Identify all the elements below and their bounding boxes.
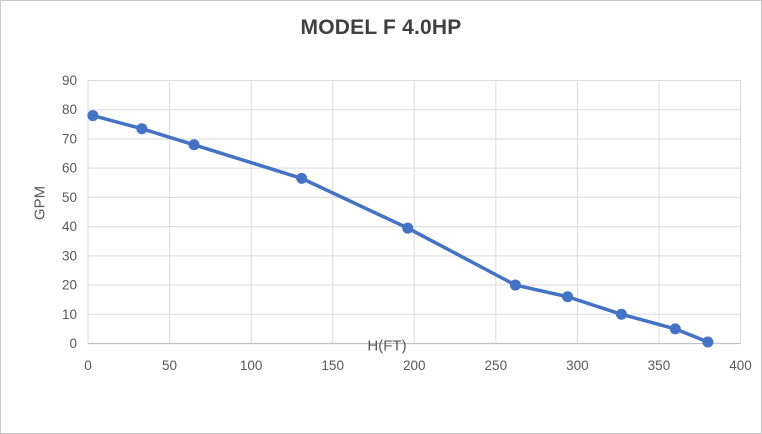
chart-title: MODEL F 4.0HP	[300, 16, 462, 39]
data-point-marker	[615, 308, 627, 320]
y-tick-label: 80	[62, 102, 77, 117]
x-tick-label: 200	[403, 358, 426, 373]
data-point-marker	[702, 336, 714, 348]
y-tick-label: 70	[62, 131, 77, 146]
y-axis-title: GPM	[31, 185, 49, 221]
y-tick-label: 90	[62, 73, 77, 88]
data-point-marker	[188, 139, 200, 151]
x-tick-label: 300	[566, 358, 589, 373]
series-line	[91, 113, 710, 344]
data-point-marker	[136, 123, 148, 135]
data-point-marker	[296, 172, 308, 184]
x-tick-label: 100	[240, 358, 263, 373]
y-tick-label: 10	[62, 307, 77, 322]
x-tick-label: 350	[648, 358, 671, 373]
data-point-marker	[669, 323, 681, 335]
data-point-marker	[87, 110, 99, 122]
y-tick-label: 0	[69, 336, 77, 351]
x-tick-label: 250	[485, 358, 508, 373]
x-tick-label: 150	[321, 358, 344, 373]
y-tick-label: 20	[62, 278, 77, 293]
data-point-marker	[562, 291, 574, 303]
y-tick-label: 30	[62, 248, 77, 263]
data-point-marker	[509, 279, 521, 291]
x-tick-label: 0	[84, 358, 92, 373]
x-tick-label: 50	[162, 358, 177, 373]
y-tick-label: 60	[62, 161, 77, 176]
y-tick-label: 40	[62, 219, 77, 234]
data-point-marker	[402, 222, 414, 234]
x-tick-label: 400	[729, 358, 752, 373]
y-tick-label: 50	[62, 190, 77, 205]
x-axis-title: H(FT)	[367, 337, 407, 355]
